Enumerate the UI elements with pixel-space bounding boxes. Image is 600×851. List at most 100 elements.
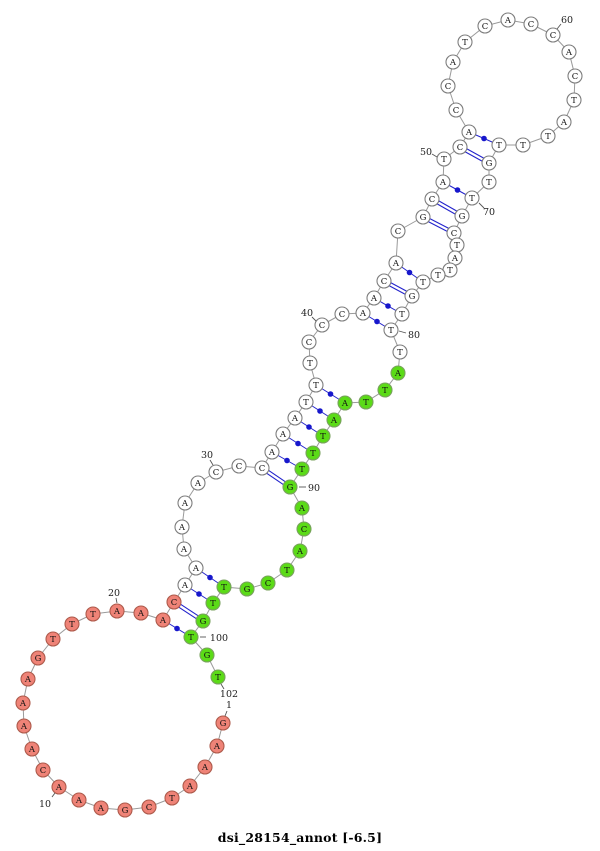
nucleotide-circle (85, 606, 101, 622)
base-letter: C (319, 321, 326, 331)
nucleotide-circle (109, 603, 125, 619)
nucleotide-52: A (461, 124, 477, 140)
nucleotide-circle (30, 650, 46, 666)
base-letter: A (20, 722, 28, 732)
base-letter: T (169, 794, 175, 804)
nucleotide-13: A (16, 718, 32, 734)
base-letter: A (279, 430, 287, 440)
base-letter: A (213, 742, 221, 752)
nucleotide-circle (208, 464, 224, 480)
base-letter: T (469, 194, 475, 204)
nucleotide-circle (155, 612, 171, 628)
nucleotide-circle (308, 377, 324, 393)
nucleotide-3: A (197, 759, 213, 775)
base-letter: T (50, 635, 56, 645)
nucleotide-37: T (308, 377, 324, 393)
base-letter: T (299, 465, 305, 475)
base-letter: A (75, 796, 83, 806)
base-letter: A (449, 58, 457, 68)
nucleotide-48: C (424, 191, 440, 207)
base-letter: T (188, 633, 194, 643)
nucleotide-circle (377, 382, 393, 398)
nucleotide-101: G (199, 647, 215, 663)
base-letter: T (496, 141, 502, 151)
nucleotide-93: A (292, 543, 308, 559)
nucleotide-circle (477, 18, 493, 34)
nucleotide-5: T (164, 790, 180, 806)
nucleotide-circle (199, 647, 215, 663)
label-tick (556, 23, 562, 30)
nucleotide-circle (383, 322, 399, 338)
nucleotide-97: T (216, 579, 232, 595)
base-letter: T (303, 398, 309, 408)
nucleotide-circle (337, 395, 353, 411)
nucleotide-82: A (390, 365, 406, 381)
nucleotide-1: G (215, 715, 231, 731)
nucleotide-circle (64, 616, 80, 632)
nucleotide-90: G (282, 479, 298, 495)
pair-dot-icon (481, 135, 487, 142)
nucleotide-15: A (20, 671, 36, 687)
nucleotide-99: G (195, 613, 211, 629)
base-letter: T (90, 610, 96, 620)
base-letter: C (445, 82, 452, 92)
nucleotide-circle (436, 151, 452, 167)
label-tick (431, 153, 438, 158)
nucleotide-34: A (275, 426, 291, 442)
nucleotide-circle (561, 44, 577, 60)
pair-dot-icon (207, 574, 213, 581)
nucleotide-circle (93, 800, 109, 816)
nucleotide-circle (264, 444, 280, 460)
nucleotide-circle (16, 718, 32, 734)
nucleotide-98: T (205, 595, 221, 611)
label-text: 70 (483, 207, 495, 218)
nucleotide-87: T (315, 428, 331, 444)
nucleotide-67: T (491, 137, 507, 153)
nucleotide-circle (358, 394, 374, 410)
nucleotide-circle (440, 78, 456, 94)
base-letter: T (447, 266, 453, 276)
base-letter: G (122, 806, 129, 816)
nucleotide-circle (279, 562, 295, 578)
nucleotide-circle (164, 790, 180, 806)
nucleotide-17: T (45, 631, 61, 647)
nucleotide-circle (424, 191, 440, 207)
label-tick (478, 202, 485, 209)
nucleotide-circle (209, 738, 225, 754)
base-letter: A (560, 118, 568, 128)
base-letter: T (462, 38, 468, 48)
nucleotide-31: C (231, 458, 247, 474)
nucleotide-circle (315, 428, 331, 444)
pair-dot-icon (306, 424, 312, 430)
nucleotide-32: C (254, 460, 270, 476)
base-letter: C (306, 338, 313, 348)
nucleotide-57: C (477, 18, 493, 34)
nucleotide-64: A (556, 114, 572, 130)
position-label-60: 60 (556, 15, 573, 30)
nucleotide-69: T (481, 174, 497, 190)
nucleotide-100: T (183, 629, 199, 645)
nucleotide-79: T (394, 306, 410, 322)
base-letter: C (482, 22, 489, 32)
position-label-80: 80 (398, 330, 420, 341)
nucleotide-circle (540, 128, 556, 144)
nucleotide-55: A (445, 54, 461, 70)
nucleotide-circle (183, 629, 199, 645)
pair-dot-icon (385, 303, 391, 309)
nucleotide-circle (294, 500, 310, 516)
base-letter: C (236, 462, 243, 472)
pair-dot-icon (374, 318, 380, 325)
nucleotide-21: A (133, 605, 149, 621)
nucleotide-circle (51, 779, 67, 795)
nucleotide-20: A (109, 603, 125, 619)
nucleotide-46: C (390, 223, 406, 239)
label-text: 1 (226, 700, 232, 711)
label-text: 102 (220, 689, 238, 700)
position-label-30: 30 (201, 450, 214, 466)
nucleotide-circle (190, 475, 206, 491)
base-letter: A (465, 128, 473, 138)
nucleotide-circle (481, 174, 497, 190)
nucleotide-circle (334, 306, 350, 322)
nucleotide-circle (523, 16, 539, 32)
nucleotide-9: A (71, 792, 87, 808)
